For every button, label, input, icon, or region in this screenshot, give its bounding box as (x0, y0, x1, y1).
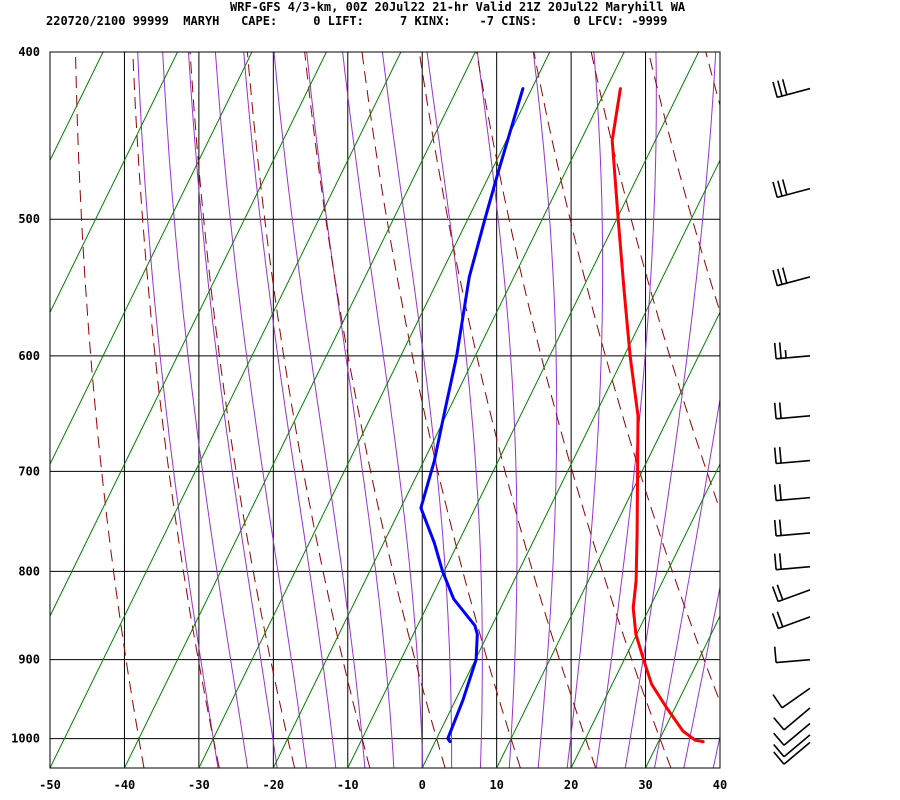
x-tick-label: -10 (337, 778, 359, 792)
moist-adiabat-line (381, 52, 453, 768)
moist-adiabat-line (426, 52, 483, 768)
wind-barb (773, 553, 811, 571)
wind-barb (772, 687, 811, 709)
x-tick-label: -40 (114, 778, 136, 792)
isotherm-line (794, 52, 900, 768)
isotherm-line (50, 52, 253, 466)
y-tick-label: 800 (18, 564, 40, 578)
moist-adiabat-line (214, 52, 307, 768)
moist-adiabat-line (654, 396, 720, 768)
isotherm-line (123, 52, 476, 768)
moist-adiabat-line (137, 52, 219, 768)
wind-barb (773, 722, 811, 746)
isotherm-line (272, 52, 625, 768)
wind-barb (771, 611, 811, 630)
dry-adiabat-line (418, 52, 597, 768)
moist-adiabat-line (342, 52, 424, 768)
y-tick-label: 900 (18, 653, 40, 667)
grid-lines (50, 52, 720, 768)
x-tick-label: 30 (638, 778, 652, 792)
wind-barb (771, 584, 811, 603)
dry-adiabat-line (820, 52, 900, 768)
moist-adiabat-line (712, 733, 720, 768)
isotherm-line (50, 52, 327, 618)
dewpoint-profile (419, 87, 525, 744)
y-tick-label: 1000 (11, 732, 40, 746)
x-tick-label: -30 (188, 778, 210, 792)
sounding-profiles (419, 87, 705, 744)
dry-adiabat-line (878, 52, 900, 768)
wind-barb (772, 179, 811, 199)
moist-adiabat-line (532, 52, 558, 768)
dry-adiabat-line (763, 52, 900, 768)
wind-barb (773, 447, 811, 465)
isotherm-line (198, 52, 551, 768)
y-tick-label: 600 (18, 349, 40, 363)
x-tick-label: -50 (39, 778, 61, 792)
wind-barb (773, 707, 811, 731)
wind-barb (772, 79, 811, 99)
wind-barb (773, 519, 811, 537)
isotherms (50, 52, 900, 768)
wind-barb (773, 734, 811, 758)
dry-adiabats (75, 52, 900, 768)
dry-adiabat-line (132, 52, 220, 768)
y-tick-labels: 400 500 600 700 800 900 1000 (11, 45, 40, 746)
wind-barb (773, 646, 811, 664)
y-tick-label: 500 (18, 212, 40, 226)
wind-barb (772, 267, 811, 287)
moist-adiabat-line (273, 52, 366, 768)
isotherm-line (50, 52, 178, 314)
moist-adiabat-line (566, 52, 604, 768)
y-tick-label: 400 (18, 45, 40, 59)
isotherm-line (347, 52, 700, 768)
x-tick-label: 0 (419, 778, 426, 792)
dry-adiabat-line (246, 52, 371, 768)
y-tick-label: 700 (18, 464, 40, 478)
wind-barb (773, 484, 811, 502)
dry-adiabat-line (75, 52, 145, 768)
moist-adiabat-line (476, 52, 518, 768)
wind-barb (773, 741, 811, 765)
dry-adiabat-line (304, 52, 446, 768)
isotherm-line (570, 463, 720, 768)
wind-barbs (771, 79, 811, 765)
x-tick-label: -20 (262, 778, 284, 792)
isotherm-line (496, 311, 720, 768)
moist-adiabat-line (243, 52, 337, 768)
x-tick-label: 40 (713, 778, 727, 792)
x-tick-label: 10 (489, 778, 503, 792)
wind-barb (773, 402, 811, 420)
x-tick-label: 20 (564, 778, 578, 792)
x-tick-labels: -50 -40 -30 -20 -10 0 10 20 30 40 (39, 778, 727, 792)
isotherm-line (50, 52, 402, 768)
plot-area (50, 52, 720, 768)
moist-adiabat-line (743, 52, 900, 768)
dry-adiabat-line (189, 52, 296, 768)
moist-adiabat-line (624, 52, 717, 768)
plot-frame (49, 51, 721, 769)
isotherm-line (719, 766, 720, 768)
dry-adiabat-line (533, 52, 720, 704)
dry-adiabat-line (590, 52, 720, 512)
dry-adiabat-line (648, 52, 720, 314)
temperature-profile (610, 87, 705, 744)
sounding-indices-line: 220720/2100 99999 MARYH CAPE: 0 LIFT: 7 … (46, 14, 668, 28)
chart-title: WRF-GFS 4/3-km, 00Z 20Jul22 21-hr Valid … (230, 0, 686, 14)
wind-barb (773, 342, 811, 360)
isotherm-line (645, 614, 720, 768)
moist-adiabat-line (162, 52, 249, 768)
moist-adiabat-line (683, 584, 720, 768)
isotherm-line (421, 159, 720, 768)
dry-adiabat-line (476, 52, 672, 768)
moist-adiabat-line (188, 52, 278, 768)
